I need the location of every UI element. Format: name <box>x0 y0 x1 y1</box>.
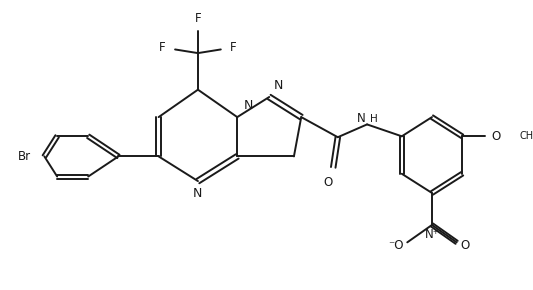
Text: H: H <box>370 114 377 124</box>
Text: N⁺: N⁺ <box>424 228 439 241</box>
Text: N: N <box>244 99 253 112</box>
Text: F: F <box>230 41 237 54</box>
Text: N: N <box>274 79 283 93</box>
Text: O: O <box>461 240 470 253</box>
Text: Br: Br <box>18 150 30 163</box>
Text: N: N <box>193 186 203 200</box>
Text: CH₃: CH₃ <box>520 131 533 141</box>
Text: O: O <box>491 130 500 143</box>
Text: F: F <box>159 41 166 54</box>
Text: F: F <box>195 12 201 25</box>
Text: N: N <box>357 113 365 126</box>
Text: O: O <box>323 176 333 189</box>
Text: ⁻O: ⁻O <box>388 240 403 253</box>
